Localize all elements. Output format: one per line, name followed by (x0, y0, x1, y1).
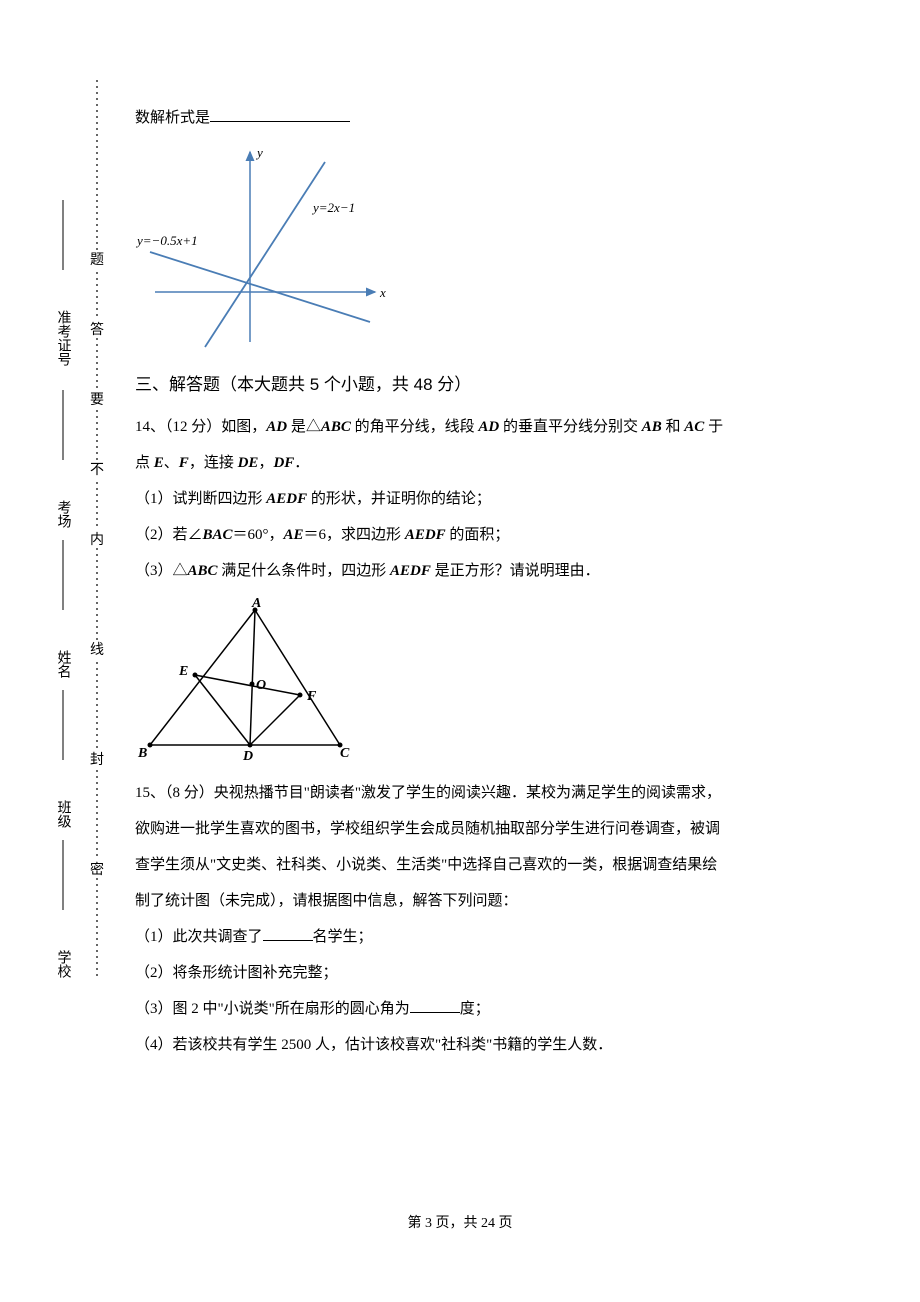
line2-label: y=2x−1 (311, 200, 355, 215)
triangle-svg: A B C D E F O (135, 595, 365, 765)
q14-intro: 14、（12 分）如图，AD 是△ABC 的角平分线，线段 AD 的垂直平分线分… (135, 409, 815, 445)
q15-l3: 查学生须从"文史类、社科类、小说类、生活类"中选择自己喜欢的一类，根据调查结果绘 (135, 847, 815, 883)
sidebar-label-id: 准考证号 (56, 310, 72, 366)
q15-p1-blank[interactable] (263, 940, 313, 941)
q15-p1-a: （1）此次共调查了 (135, 929, 263, 945)
seal-line-svg: 密 封 线 内 不 要 答 题 (86, 80, 108, 980)
svg-text:密: 密 (90, 861, 104, 878)
axis-y-label: y (255, 145, 263, 160)
q14-p1: （1）试判断四边形 AEDF 的形状，并证明你的结论； (135, 481, 815, 517)
axis-x-label: x (379, 285, 386, 300)
svg-text:要: 要 (90, 393, 104, 408)
line1-label: y=−0.5x+1 (135, 233, 198, 248)
svg-text:线: 线 (90, 642, 104, 658)
prefix-line: 数解析式是 (135, 100, 815, 136)
pt-B: B (137, 746, 147, 761)
q15-p3-blank[interactable] (410, 1012, 460, 1013)
pt-C: C (340, 746, 350, 761)
q15-p3-a: （3）图 2 中"小说类"所在扇形的圆心角为 (135, 1001, 410, 1017)
graph-linear-functions: x y y=−0.5x+1 y=2x−1 (135, 142, 815, 352)
q15-p2: （2）将条形统计图补充完整； (135, 955, 815, 991)
page-footer: 第 3 页，共 24 页 (0, 1212, 920, 1232)
svg-text:不: 不 (90, 463, 104, 478)
section-3-title: 三、解答题（本大题共 5 个小题，共 48 分） (135, 366, 815, 403)
sidebar-label-name: 姓名 (56, 650, 72, 678)
q14-intro-2: 点 E、F，连接 DE，DF． (135, 445, 815, 481)
pt-D: D (242, 749, 253, 764)
seal-line-container: 密 封 线 内 不 要 答 题 (86, 80, 108, 980)
q15-l4: 制了统计图（未完成），请根据图中信息，解答下列问题： (135, 883, 815, 919)
svg-text:封: 封 (90, 752, 104, 768)
q15-p1-b: 名学生； (313, 929, 373, 945)
q14-p3: （3）△ABC 满足什么条件时，四边形 AEDF 是正方形？请说明理由． (135, 553, 815, 589)
q15-p4: （4）若该校共有学生 2500 人，估计该校喜欢"社科类"书籍的学生人数． (135, 1027, 815, 1063)
pt-E: E (178, 664, 188, 679)
page-content: 数解析式是 x y y=−0.5x+1 y=2x−1 三、解答题（本大题共 5 … (135, 100, 815, 1063)
prefix-text: 数解析式是 (135, 110, 210, 126)
pt-F: F (306, 689, 317, 704)
q15-l1: 15、（8 分）央视热播节目"朗读者"激发了学生的阅读兴趣．某校为满足学生的阅读… (135, 775, 815, 811)
triangle-figure: A B C D E F O (135, 595, 815, 765)
sidebar-label-room: 考场 (56, 500, 72, 529)
pt-A: A (251, 596, 261, 611)
sidebar-label-school: 学校 (56, 950, 72, 978)
q15-p1: （1）此次共调查了 名学生； (135, 919, 815, 955)
pt-O: O (256, 678, 266, 693)
q15-p3: （3）图 2 中"小说类"所在扇形的圆心角为 度； (135, 991, 815, 1027)
svg-text:答: 答 (90, 321, 104, 338)
answer-blank[interactable] (210, 121, 350, 122)
svg-text:内: 内 (90, 532, 104, 548)
q15-l2: 欲购进一批学生喜欢的图书，学校组织学生会成员随机抽取部分学生进行问卷调查，被调 (135, 811, 815, 847)
q14-p2: （2）若∠BAC＝60°，AE＝6，求四边形 AEDF 的面积； (135, 517, 815, 553)
svg-text:题: 题 (90, 253, 104, 268)
q15-p3-b: 度； (460, 1001, 490, 1017)
graph1-svg: x y y=−0.5x+1 y=2x−1 (135, 142, 395, 352)
sidebar-label-class: 班级 (56, 800, 72, 828)
